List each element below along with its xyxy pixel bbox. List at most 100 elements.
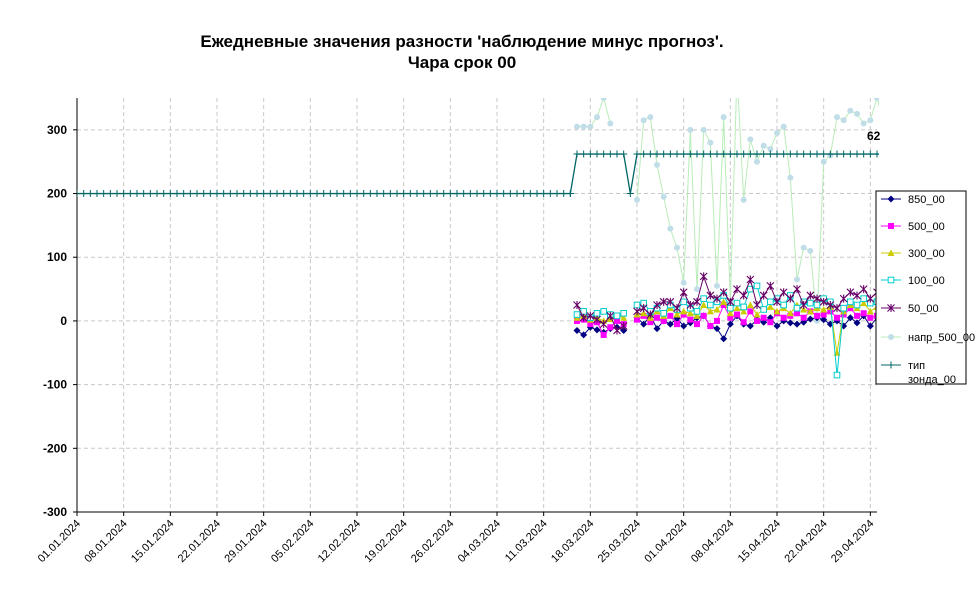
series-100_00-point [853,301,861,309]
series-500_00-point [780,314,787,321]
series-тип-зонда_00-point [133,190,141,198]
series-50_00-point [739,291,748,300]
series-тип-зонда_00-point [313,190,321,198]
series-300_00-point [686,309,694,317]
series-напр_500_00-point [807,247,814,254]
series-850_00-point [726,320,734,328]
series-тип-зонда_00-point [200,190,208,198]
series-500_00-point [614,317,620,324]
x-tick-label: 04.03.2024 [456,518,503,565]
legend-item: тип зонда_00 [881,360,956,386]
series-напр_500_00-point [787,174,794,181]
series-50_00-point [793,285,801,294]
series-тип-зонда_00-point [626,190,634,198]
series-напр_500_00-point [760,142,767,149]
series-тип-зонда_00-point [453,190,461,198]
series-тип-зонда_00-point [753,150,761,158]
series-тип-зонда_00-point [880,151,887,158]
series-тип-зонда_00-point [100,190,108,198]
series-300_00-point [740,307,748,315]
series-50_00-point [806,291,815,300]
series-тип-зонда_00-point [280,190,288,198]
legend-label: тип [908,360,925,372]
series-тип-зонда_00-point [760,150,768,158]
series-напр_500_00-point [794,276,800,283]
series-тип-зонда_00-point [733,150,741,158]
series-тип-зонда_00-point [380,190,388,198]
series-50_00-point [853,291,861,300]
series-50_00-point [646,310,655,319]
series-50_00-point [606,311,615,320]
series-тип-зонда_00-point [653,150,661,158]
series-тип-зонда_00-point [640,150,648,158]
series-50_00-point [766,281,775,290]
series-300_00-point [673,311,681,318]
y-tick-label: -200 [43,441,67,455]
series-тип-зонда_00-point [440,190,448,198]
series-50_00-point [866,294,875,303]
series-тип-зонда_00-point [186,190,194,198]
series-тип-зонда_00-point [873,150,879,158]
y-tick-label: -300 [43,505,67,519]
series-тип-зонда_00-point [813,150,821,158]
series-500_00-point [740,319,747,326]
series-50_00-point [599,320,608,329]
series-50_00-point [839,294,848,303]
series-тип-зонда_00-point [846,150,854,158]
x-tick-label: 25.03.2024 [596,518,643,565]
series-напр_500_00-point [881,120,887,126]
series-тип-зонда_00-point [260,190,268,198]
series-500_00-point [660,317,667,324]
series-850_00-point [593,326,601,334]
x-tick-labels: 01.01.2024 08.01.2024 15.01.2024 22.01.2024… [36,518,877,565]
series-50_00-point [779,288,788,297]
series-тип-зонда_00-point [506,190,514,198]
series-50_00-point [799,301,808,309]
series-тип-зонда_00-point [166,190,174,198]
series-напр_500_00-point [780,123,787,130]
series-тип-зонда_00-point [666,150,674,158]
series-500_00-point [600,331,607,338]
chart-title-line-2: Чара срок 00 [408,53,516,72]
series-тип-зонда_00-point [160,190,168,198]
series-тип-зонда_00-point [246,190,254,198]
series-50_00-point [619,322,628,331]
series-100_00-point [680,298,687,306]
series-напр_500_00-point [847,107,854,114]
series-тип-зонда_00-point [720,150,728,158]
series-500_00-point [834,314,840,321]
legend-label: 50_00 [908,303,939,315]
series-напр_500_00-point [687,126,694,133]
x-tick-label: 22.04.2024 [782,518,829,565]
series-300_00-point [753,311,761,318]
series-500_00-point [854,312,860,319]
series-тип-зонда_00-point [266,190,274,198]
y-tick-label: 100 [47,250,67,264]
series-тип-зонда_00 [77,150,887,198]
series-300_00-point [773,307,781,315]
series-50_00-point [666,297,675,306]
series-тип-зонда_00-point [566,190,574,198]
series-тип-зонда_00-point [113,190,121,198]
series-напр_500_00-point [820,158,827,165]
legend-label: зонда_00 [908,374,956,386]
series-напр_500_00-point [634,196,640,203]
series-напр_500_00-point [714,282,720,289]
series-850_00-point [653,325,661,333]
series-300_00-point [806,307,814,315]
series-напр_500_00-point [660,193,667,200]
series-тип-зонда_00-point [93,190,101,198]
series-тип-зонда_00-point [726,150,734,158]
series-тип-зонда_00-point [686,150,694,158]
series-850_00-point [806,315,814,323]
series-тип-зонда_00-point [673,150,681,158]
series-100_00-point [727,304,734,312]
series-100_00-point [753,282,761,290]
series-тип-зонда_00-point [173,190,181,198]
legend-swatch-marker [887,304,895,312]
x-tick-label: 08.01.2024 [82,518,129,565]
series-тип-зонда_00-point [386,190,394,198]
series-100_00-point [767,298,774,306]
series-100_00-point [833,371,841,379]
x-tick-label: 26.02.2024 [409,518,456,565]
